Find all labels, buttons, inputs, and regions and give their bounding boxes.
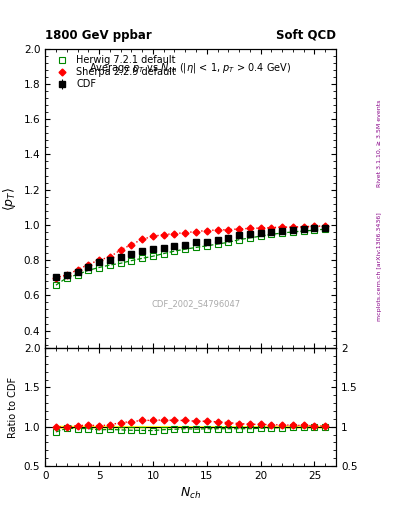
Sherpa 2.2.9 default <box>172 230 177 237</box>
Y-axis label: Ratio to CDF: Ratio to CDF <box>8 376 18 438</box>
Legend: Herwig 7.2.1 default, Sherpa 2.2.9 default, CDF: Herwig 7.2.1 default, Sherpa 2.2.9 defau… <box>50 53 178 91</box>
Sherpa 2.2.9 default <box>183 229 187 236</box>
Herwig 7.2.1 default <box>107 262 112 268</box>
Sherpa 2.2.9 default <box>258 225 263 231</box>
Herwig 7.2.1 default <box>97 264 101 270</box>
Sherpa 2.2.9 default <box>97 257 101 263</box>
Herwig 7.2.1 default <box>204 243 209 249</box>
Sherpa 2.2.9 default <box>64 272 69 278</box>
Sherpa 2.2.9 default <box>301 224 306 230</box>
Sherpa 2.2.9 default <box>280 224 285 230</box>
Y-axis label: $\langle p_T \rangle$: $\langle p_T \rangle$ <box>1 186 18 210</box>
Herwig 7.2.1 default <box>172 248 177 254</box>
Herwig 7.2.1 default <box>194 244 198 250</box>
X-axis label: $N_{ch}$: $N_{ch}$ <box>180 486 201 501</box>
Sherpa 2.2.9 default <box>248 225 252 231</box>
Herwig 7.2.1 default <box>323 226 328 232</box>
Herwig 7.2.1 default <box>215 241 220 247</box>
Herwig 7.2.1 default <box>269 231 274 238</box>
Herwig 7.2.1 default <box>301 228 306 234</box>
Sherpa 2.2.9 default <box>53 274 58 281</box>
Sherpa 2.2.9 default <box>161 231 166 238</box>
Text: Average $p_T$ vs $N_{ch}$ ($|\eta|$ < 1, $p_T$ > 0.4 GeV): Average $p_T$ vs $N_{ch}$ ($|\eta|$ < 1,… <box>90 60 292 75</box>
Sherpa 2.2.9 default <box>226 226 231 232</box>
Sherpa 2.2.9 default <box>269 224 274 230</box>
Text: Soft QCD: Soft QCD <box>276 29 336 42</box>
Herwig 7.2.1 default <box>258 233 263 239</box>
Sherpa 2.2.9 default <box>107 254 112 260</box>
Herwig 7.2.1 default <box>53 282 58 288</box>
Herwig 7.2.1 default <box>75 271 80 278</box>
Sherpa 2.2.9 default <box>129 242 134 248</box>
Line: Herwig 7.2.1 default: Herwig 7.2.1 default <box>53 226 329 288</box>
Line: Sherpa 2.2.9 default: Sherpa 2.2.9 default <box>53 224 328 280</box>
Text: mcplots.cern.ch [arXiv:1306.3436]: mcplots.cern.ch [arXiv:1306.3436] <box>377 212 382 321</box>
Herwig 7.2.1 default <box>226 239 231 245</box>
Text: Rivet 3.1.10, ≥ 3.5M events: Rivet 3.1.10, ≥ 3.5M events <box>377 100 382 187</box>
Sherpa 2.2.9 default <box>237 226 241 232</box>
Herwig 7.2.1 default <box>118 260 123 266</box>
Sherpa 2.2.9 default <box>194 228 198 234</box>
Text: CDF_2002_S4796047: CDF_2002_S4796047 <box>152 299 241 308</box>
Herwig 7.2.1 default <box>237 237 241 243</box>
Sherpa 2.2.9 default <box>323 223 328 229</box>
Herwig 7.2.1 default <box>161 250 166 257</box>
Sherpa 2.2.9 default <box>151 233 155 240</box>
Herwig 7.2.1 default <box>280 230 285 236</box>
Herwig 7.2.1 default <box>183 246 187 252</box>
Herwig 7.2.1 default <box>312 227 317 233</box>
Herwig 7.2.1 default <box>86 267 91 273</box>
Sherpa 2.2.9 default <box>118 247 123 253</box>
Herwig 7.2.1 default <box>64 274 69 281</box>
Sherpa 2.2.9 default <box>290 224 295 230</box>
Text: 1800 GeV ppbar: 1800 GeV ppbar <box>45 29 152 42</box>
Herwig 7.2.1 default <box>151 253 155 259</box>
Herwig 7.2.1 default <box>140 255 145 262</box>
Sherpa 2.2.9 default <box>86 262 91 268</box>
Sherpa 2.2.9 default <box>312 223 317 229</box>
Herwig 7.2.1 default <box>129 258 134 264</box>
Herwig 7.2.1 default <box>248 235 252 241</box>
Sherpa 2.2.9 default <box>215 227 220 233</box>
Sherpa 2.2.9 default <box>140 236 145 242</box>
Sherpa 2.2.9 default <box>204 227 209 233</box>
Sherpa 2.2.9 default <box>75 267 80 273</box>
Herwig 7.2.1 default <box>290 229 295 235</box>
